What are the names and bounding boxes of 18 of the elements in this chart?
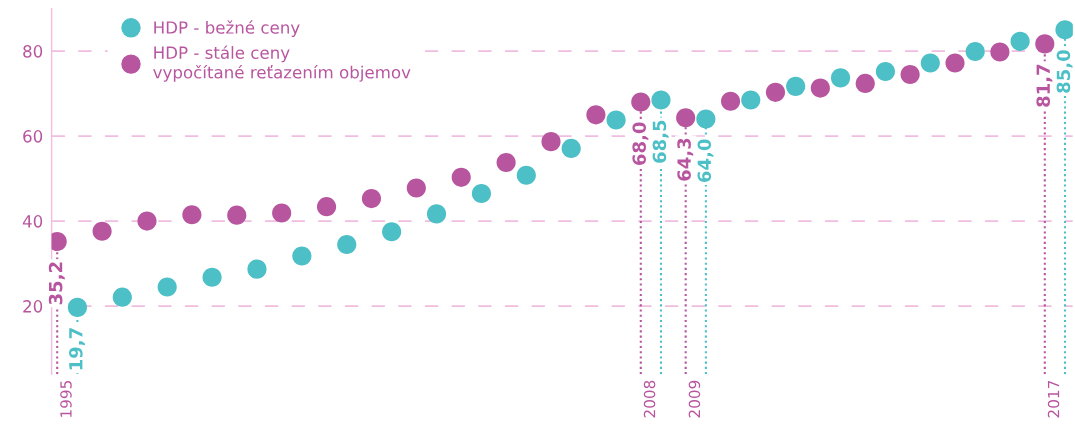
x-tick-label: 1995 [60,380,72,417]
data-label: 64,3 [677,138,694,181]
legend-label: HDP - bežné ceny [154,20,300,38]
y-tick-label: 60 [23,130,43,143]
data-label: 81,7 [1036,64,1053,107]
y-tick-label: 80 [23,45,43,58]
x-tick-label: 2008 [643,380,656,418]
data-label: 35,2 [48,262,65,305]
data-label: 64,0 [697,139,714,182]
y-tick-label: 40 [22,215,43,228]
x-tick-label: 2017 [1047,380,1060,418]
data-label: 68,5 [652,120,669,163]
legend-label: HDP - stále ceny vypočítané reťazením objemov [153,45,411,82]
data-label: 68,0 [632,122,649,165]
data-label: 19,7 [69,328,85,370]
x-tick-label: 2009 [688,380,701,418]
data-label: 85,0 [1056,50,1073,93]
y-tick-label: 20 [23,300,43,313]
